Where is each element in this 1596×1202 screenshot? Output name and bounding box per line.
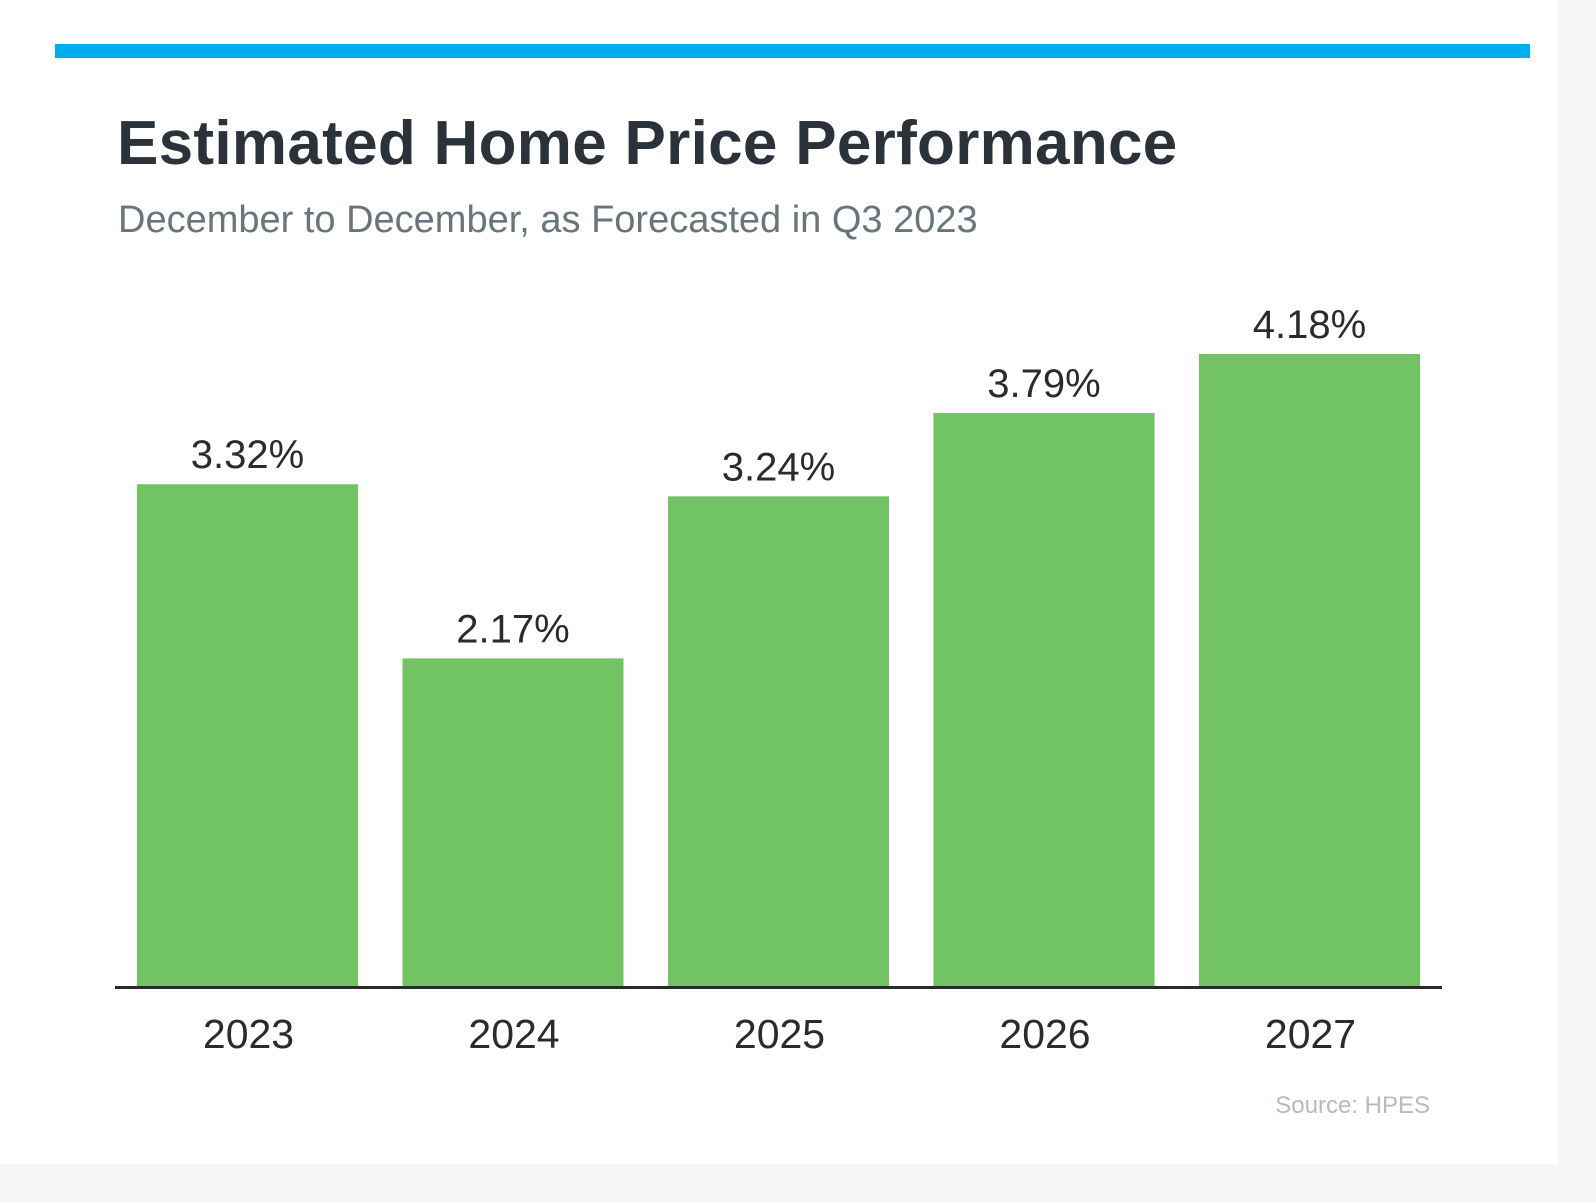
- chart-card: Estimated Home Price Performance Decembe…: [55, 44, 1530, 1119]
- source-note: Source: HPES: [1275, 1092, 1430, 1119]
- value-labels-group: 3.32% 2.17% 3.24% 3.79% 4.18%: [191, 303, 1366, 651]
- x-tick-label-2027: 2027: [1265, 1011, 1356, 1057]
- x-tick-label-2025: 2025: [734, 1011, 825, 1057]
- x-tick-label-2026: 2026: [999, 1011, 1090, 1057]
- bar-2026: [933, 413, 1155, 987]
- bar-2025: [668, 496, 889, 987]
- x-tick-label-2023: 2023: [203, 1011, 294, 1057]
- bar-2023: [137, 484, 358, 987]
- chart-title: Estimated Home Price Performance: [117, 109, 1178, 178]
- accent-rule: [55, 44, 1530, 58]
- value-label-2024: 2.17%: [456, 607, 569, 651]
- bars-group: [137, 354, 1420, 987]
- chart-subtitle: December to December, as Forecasted in Q…: [118, 199, 978, 241]
- value-label-2023: 3.32%: [191, 433, 304, 477]
- x-tick-labels-group: 2023 2024 2025 2026 2027: [203, 1011, 1356, 1057]
- bar-2024: [402, 658, 624, 987]
- bar-2027: [1199, 354, 1420, 987]
- bar-chart: 3.32%2.17%3.24%3.79%4.18% 2023 2024 2025 20…: [115, 303, 1442, 1057]
- value-label-2025: 3.24%: [722, 445, 835, 489]
- value-label-2027: 4.18%: [1253, 303, 1366, 347]
- x-tick-label-2024: 2024: [468, 1011, 559, 1057]
- value-label-2026: 3.79%: [987, 362, 1100, 406]
